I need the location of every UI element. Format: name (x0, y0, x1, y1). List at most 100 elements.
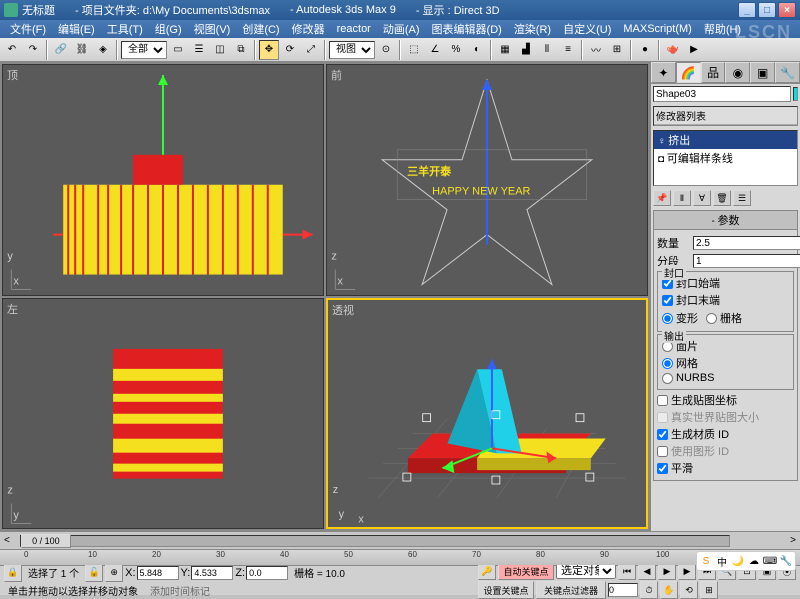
use-shapeid-check[interactable] (657, 446, 668, 457)
select-name-button[interactable]: ☰ (189, 40, 209, 60)
key-target[interactable]: 选定对象 (556, 563, 616, 579)
pan-button[interactable]: ✋ (660, 581, 678, 599)
close-button[interactable]: × (778, 2, 796, 18)
unique-button[interactable]: ∀ (693, 190, 711, 206)
render-scene-button[interactable]: 🫖 (663, 40, 683, 60)
out-mesh-radio[interactable] (662, 358, 673, 369)
trackbar[interactable]: 0 10 20 30 40 50 60 70 80 90 100 (0, 549, 800, 565)
x-coord[interactable] (137, 566, 179, 580)
menu-reactor[interactable]: reactor (331, 22, 377, 36)
menu-graph[interactable]: 图表编辑器(D) (426, 20, 508, 38)
menu-create[interactable]: 创建(C) (236, 20, 285, 38)
angle-snap-button[interactable]: ∠ (425, 40, 445, 60)
object-color-swatch[interactable] (793, 87, 798, 101)
menu-anim[interactable]: 动画(A) (377, 20, 426, 38)
z-coord[interactable] (246, 566, 288, 580)
modifier-list-dropdown[interactable]: 修改器列表 (654, 107, 797, 125)
undo-button[interactable]: ↶ (2, 40, 22, 60)
y-coord[interactable] (191, 566, 233, 580)
gen-matid-check[interactable] (657, 429, 668, 440)
minimize-button[interactable]: _ (738, 2, 756, 18)
segments-input[interactable] (693, 254, 800, 268)
viewport-top[interactable]: 顶 x y (2, 64, 324, 296)
smooth-check[interactable] (657, 463, 668, 474)
show-end-button[interactable]: Ⅱ (673, 190, 691, 206)
menu-edit[interactable]: 编辑(E) (52, 20, 101, 38)
spinner-snap-button[interactable]: ◐ (467, 40, 487, 60)
selection-filter[interactable]: 全部 (121, 41, 167, 59)
refcoord-combo[interactable]: 视图 (329, 41, 375, 59)
tab-utilities[interactable]: 🔧 (775, 62, 800, 83)
timemark-link[interactable]: 添加时间标记 (146, 583, 214, 598)
quick-render-button[interactable]: ▶ (684, 40, 704, 60)
tab-hierarchy[interactable]: 品 (701, 62, 726, 83)
time-config-button[interactable]: ⏱ (640, 581, 658, 599)
named-sel-button[interactable]: ▦ (495, 40, 515, 60)
percent-snap-button[interactable]: % (446, 40, 466, 60)
maximize-button[interactable]: □ (758, 2, 776, 18)
tab-display[interactable]: ▣ (750, 62, 775, 83)
rotate-button[interactable]: ⟳ (280, 40, 300, 60)
tab-create[interactable]: ✦ (651, 62, 676, 83)
menu-render[interactable]: 渲染(R) (508, 20, 557, 38)
gen-mapping-check[interactable] (657, 395, 668, 406)
cap-end-check[interactable] (662, 295, 673, 306)
menu-group[interactable]: 组(G) (149, 20, 188, 38)
menu-tools[interactable]: 工具(T) (101, 20, 149, 38)
time-thumb[interactable]: 0 / 100 (21, 534, 71, 548)
configure-button[interactable]: ☰ (733, 190, 751, 206)
move-button[interactable]: ✥ (259, 40, 279, 60)
snap-button[interactable]: ⬚ (404, 40, 424, 60)
grid-info: 栅格 = 10.0 (290, 565, 349, 580)
viewport-front[interactable]: 前 三羊开泰 HAPPY NEW YEAR x z (326, 64, 648, 296)
viewport-left[interactable]: 左 y z (2, 298, 324, 530)
menu-custom[interactable]: 自定义(U) (557, 20, 617, 38)
pin-stack-button[interactable]: 📌 (653, 190, 671, 206)
out-nurbs-radio[interactable] (662, 373, 673, 384)
viewport-perspective[interactable]: 透视 (326, 298, 648, 530)
keyfilter-button[interactable]: 关键点过滤器 (536, 581, 606, 599)
amount-input[interactable] (693, 236, 800, 250)
schematic-button[interactable]: ⊞ (607, 40, 627, 60)
layers-button[interactable]: ≡ (558, 40, 578, 60)
menubar: 文件(F) 编辑(E) 工具(T) 组(G) 视图(V) 创建(C) 修改器 r… (0, 20, 800, 38)
mod-item-extrude[interactable]: ♀ 挤出 (654, 131, 797, 149)
menu-file[interactable]: 文件(F) (4, 20, 52, 38)
lock-button[interactable]: 🔒 (4, 564, 22, 582)
tab-modify[interactable]: 🌈 (676, 62, 701, 83)
link-button[interactable]: 🔗 (51, 40, 71, 60)
setkey-button[interactable]: 设置关键点 (478, 581, 534, 599)
remove-mod-button[interactable]: 🗑 (713, 190, 731, 206)
tab-motion[interactable]: ◉ (725, 62, 750, 83)
menu-modifier[interactable]: 修改器 (286, 20, 331, 38)
time-slider[interactable]: < 0 / 100 > (0, 531, 800, 549)
cap-morph-radio[interactable] (662, 313, 673, 324)
unlink-button[interactable]: ⛓ (72, 40, 92, 60)
menu-maxscript[interactable]: MAXScript(M) (617, 22, 697, 36)
material-button[interactable]: ● (635, 40, 655, 60)
select-region-button[interactable]: ◫ (210, 40, 230, 60)
sel-lock-button[interactable]: 🔓 (85, 564, 103, 582)
mirror-button[interactable]: ▟ (516, 40, 536, 60)
abs-rel-button[interactable]: ⊕ (105, 564, 123, 582)
vp-label-left: 左 (7, 301, 18, 317)
menu-view[interactable]: 视图(V) (188, 20, 237, 38)
minmax-button[interactable]: ⊞ (700, 581, 718, 599)
time-track[interactable]: 0 / 100 (20, 535, 730, 547)
object-name-field[interactable] (653, 86, 791, 102)
redo-button[interactable]: ↷ (23, 40, 43, 60)
cap-grid-radio[interactable] (706, 313, 717, 324)
orbit-button[interactable]: ⟲ (680, 581, 698, 599)
modifier-stack[interactable]: ♀ 挤出 ◘ 可编辑样条线 (653, 130, 798, 186)
align-button[interactable]: ⫴ (537, 40, 557, 60)
scale-button[interactable]: ⤢ (301, 40, 321, 60)
mod-item-spline[interactable]: ◘ 可编辑样条线 (654, 149, 797, 167)
window-crossing-button[interactable]: ⧉ (231, 40, 251, 60)
current-frame[interactable] (608, 583, 638, 597)
pivot-button[interactable]: ⊙ (376, 40, 396, 60)
app-icon (4, 3, 18, 17)
select-button[interactable]: ▭ (168, 40, 188, 60)
curve-editor-button[interactable]: 〰 (586, 40, 606, 60)
rollout-params-header[interactable]: - 参数 (654, 211, 797, 230)
bind-button[interactable]: ◈ (93, 40, 113, 60)
